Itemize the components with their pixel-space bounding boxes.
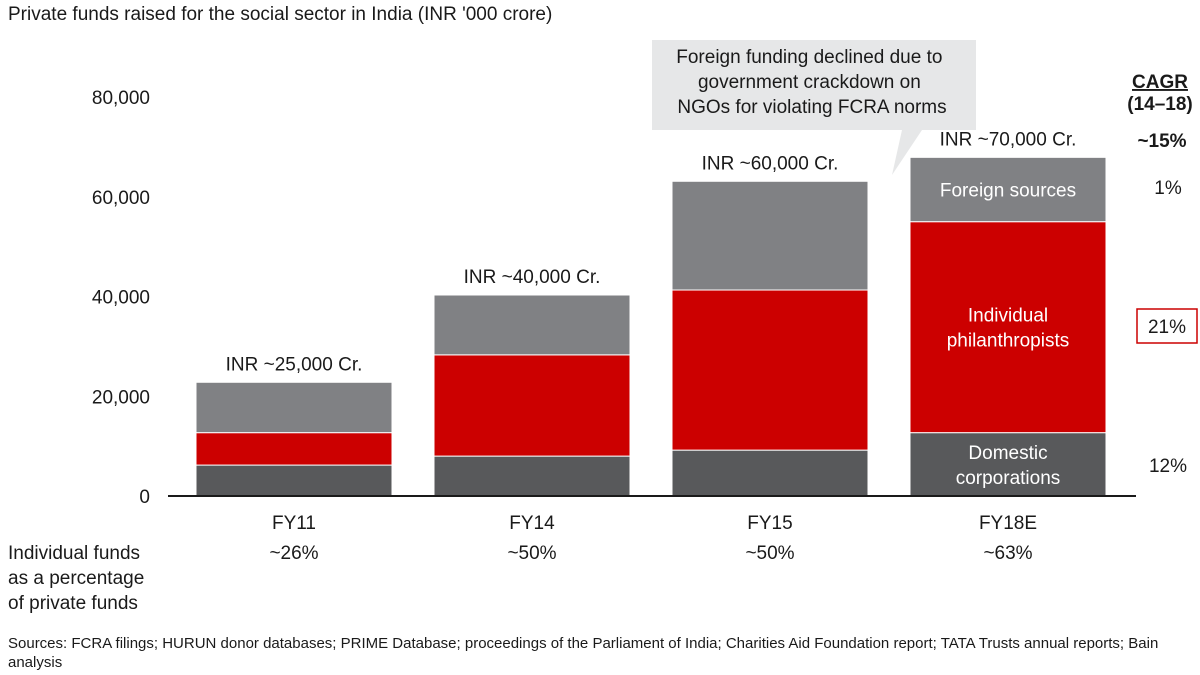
bar-segment-domestic-corporations: [671, 449, 869, 497]
y-tick-label: 20,000: [92, 387, 150, 408]
segment-label-line: Foreign sources: [940, 181, 1076, 202]
y-tick-label: 0: [139, 487, 150, 508]
bar-total-label: INR ~70,000 Cr.: [940, 129, 1077, 150]
segment-label-individual-philanthropists: Individual philanthropists: [947, 306, 1070, 352]
bar-segment-domestic-corporations: [433, 455, 631, 497]
individual-share-value: ~50%: [507, 543, 556, 564]
bar-total-label: INR ~60,000 Cr.: [702, 153, 839, 174]
cagr-individual: 21%: [1148, 317, 1186, 338]
bar-segment-individual-philanthropists: [671, 289, 869, 451]
segment-label-line: Domestic: [968, 443, 1047, 464]
cagr-domestic: 12%: [1149, 456, 1187, 477]
bar-segment-individual-philanthropists: [195, 432, 393, 466]
callout-line: Foreign funding declined due to: [676, 47, 942, 68]
callout-line: NGOs for violating FCRA norms: [677, 97, 946, 118]
bar-segment-domestic-corporations: [195, 464, 393, 497]
individual-share-row: ~26% ~50% ~50% ~63%: [269, 543, 1032, 564]
individual-share-value: ~63%: [983, 543, 1032, 564]
segment-label-line: philanthropists: [947, 331, 1070, 352]
cagr-column: CAGR (14–18) ~15% 1% 21% 12%: [1127, 72, 1198, 477]
callout-box: [652, 40, 976, 175]
x-tick-label: FY14: [509, 513, 555, 534]
x-tick-label: FY15: [747, 513, 792, 534]
stacked-bar-chart: Private funds raised for the social sect…: [8, 4, 1198, 614]
chart-title: Private funds raised for the social sect…: [8, 4, 552, 25]
segment-label-line: corporations: [956, 468, 1061, 489]
cagr-total: ~15%: [1137, 131, 1186, 152]
cagr-foreign: 1%: [1154, 178, 1182, 199]
segment-label-line: Individual: [968, 306, 1048, 327]
bar-total-labels: INR ~25,000 Cr. INR ~40,000 Cr. INR ~60,00…: [226, 129, 1077, 375]
x-tick-label: FY11: [272, 513, 316, 534]
segment-label-foreign-sources: Foreign sources: [940, 181, 1076, 202]
annotation-callout: Foreign funding declined due to governme…: [652, 40, 976, 175]
bar-total-label: INR ~40,000 Cr.: [464, 267, 601, 288]
row-label-line: Individual funds: [8, 543, 140, 564]
y-tick-label: 40,000: [92, 288, 150, 309]
bar-segment-foreign-sources: [433, 294, 631, 356]
bar-segment-foreign-sources: [909, 156, 1107, 223]
bar-segment-foreign-sources: [195, 381, 393, 434]
individual-share-value: ~50%: [745, 543, 794, 564]
bar-segment-foreign-sources: [671, 180, 869, 291]
individual-share-value: ~26%: [269, 543, 318, 564]
x-axis-tick-labels: FY11 FY14 FY15 FY18E: [272, 513, 1037, 534]
bar-segment-individual-philanthropists: [909, 221, 1107, 434]
row-label-line: of private funds: [8, 593, 138, 614]
bar-segment-individual-philanthropists: [433, 354, 631, 457]
individual-share-row-label: Individual funds as a percentage of priv…: [8, 543, 150, 614]
y-axis: 0 20,000 40,000 60,000 80,000: [92, 88, 150, 508]
segment-label-domestic-corporations: Domestic corporations: [956, 443, 1061, 489]
callout-line: government crackdown on: [698, 72, 921, 93]
x-tick-label: FY18E: [979, 513, 1037, 534]
bar-segment-domestic-corporations: [909, 432, 1107, 497]
y-tick-label: 60,000: [92, 188, 150, 209]
sources-footnote: Sources: FCRA filings; HURUN donor datab…: [8, 635, 1159, 671]
callout-text: Foreign funding declined due to governme…: [676, 47, 947, 118]
bar-total-label: INR ~25,000 Cr.: [226, 354, 363, 375]
bars: Domestic corporations Individual philanthro…: [195, 156, 1107, 497]
row-label-line: as a percentage: [8, 568, 144, 589]
cagr-highlight-box: [1136, 308, 1198, 344]
cagr-title: CAGR: [1132, 72, 1188, 93]
y-tick-label: 80,000: [92, 88, 150, 109]
cagr-period: (14–18): [1127, 94, 1193, 115]
